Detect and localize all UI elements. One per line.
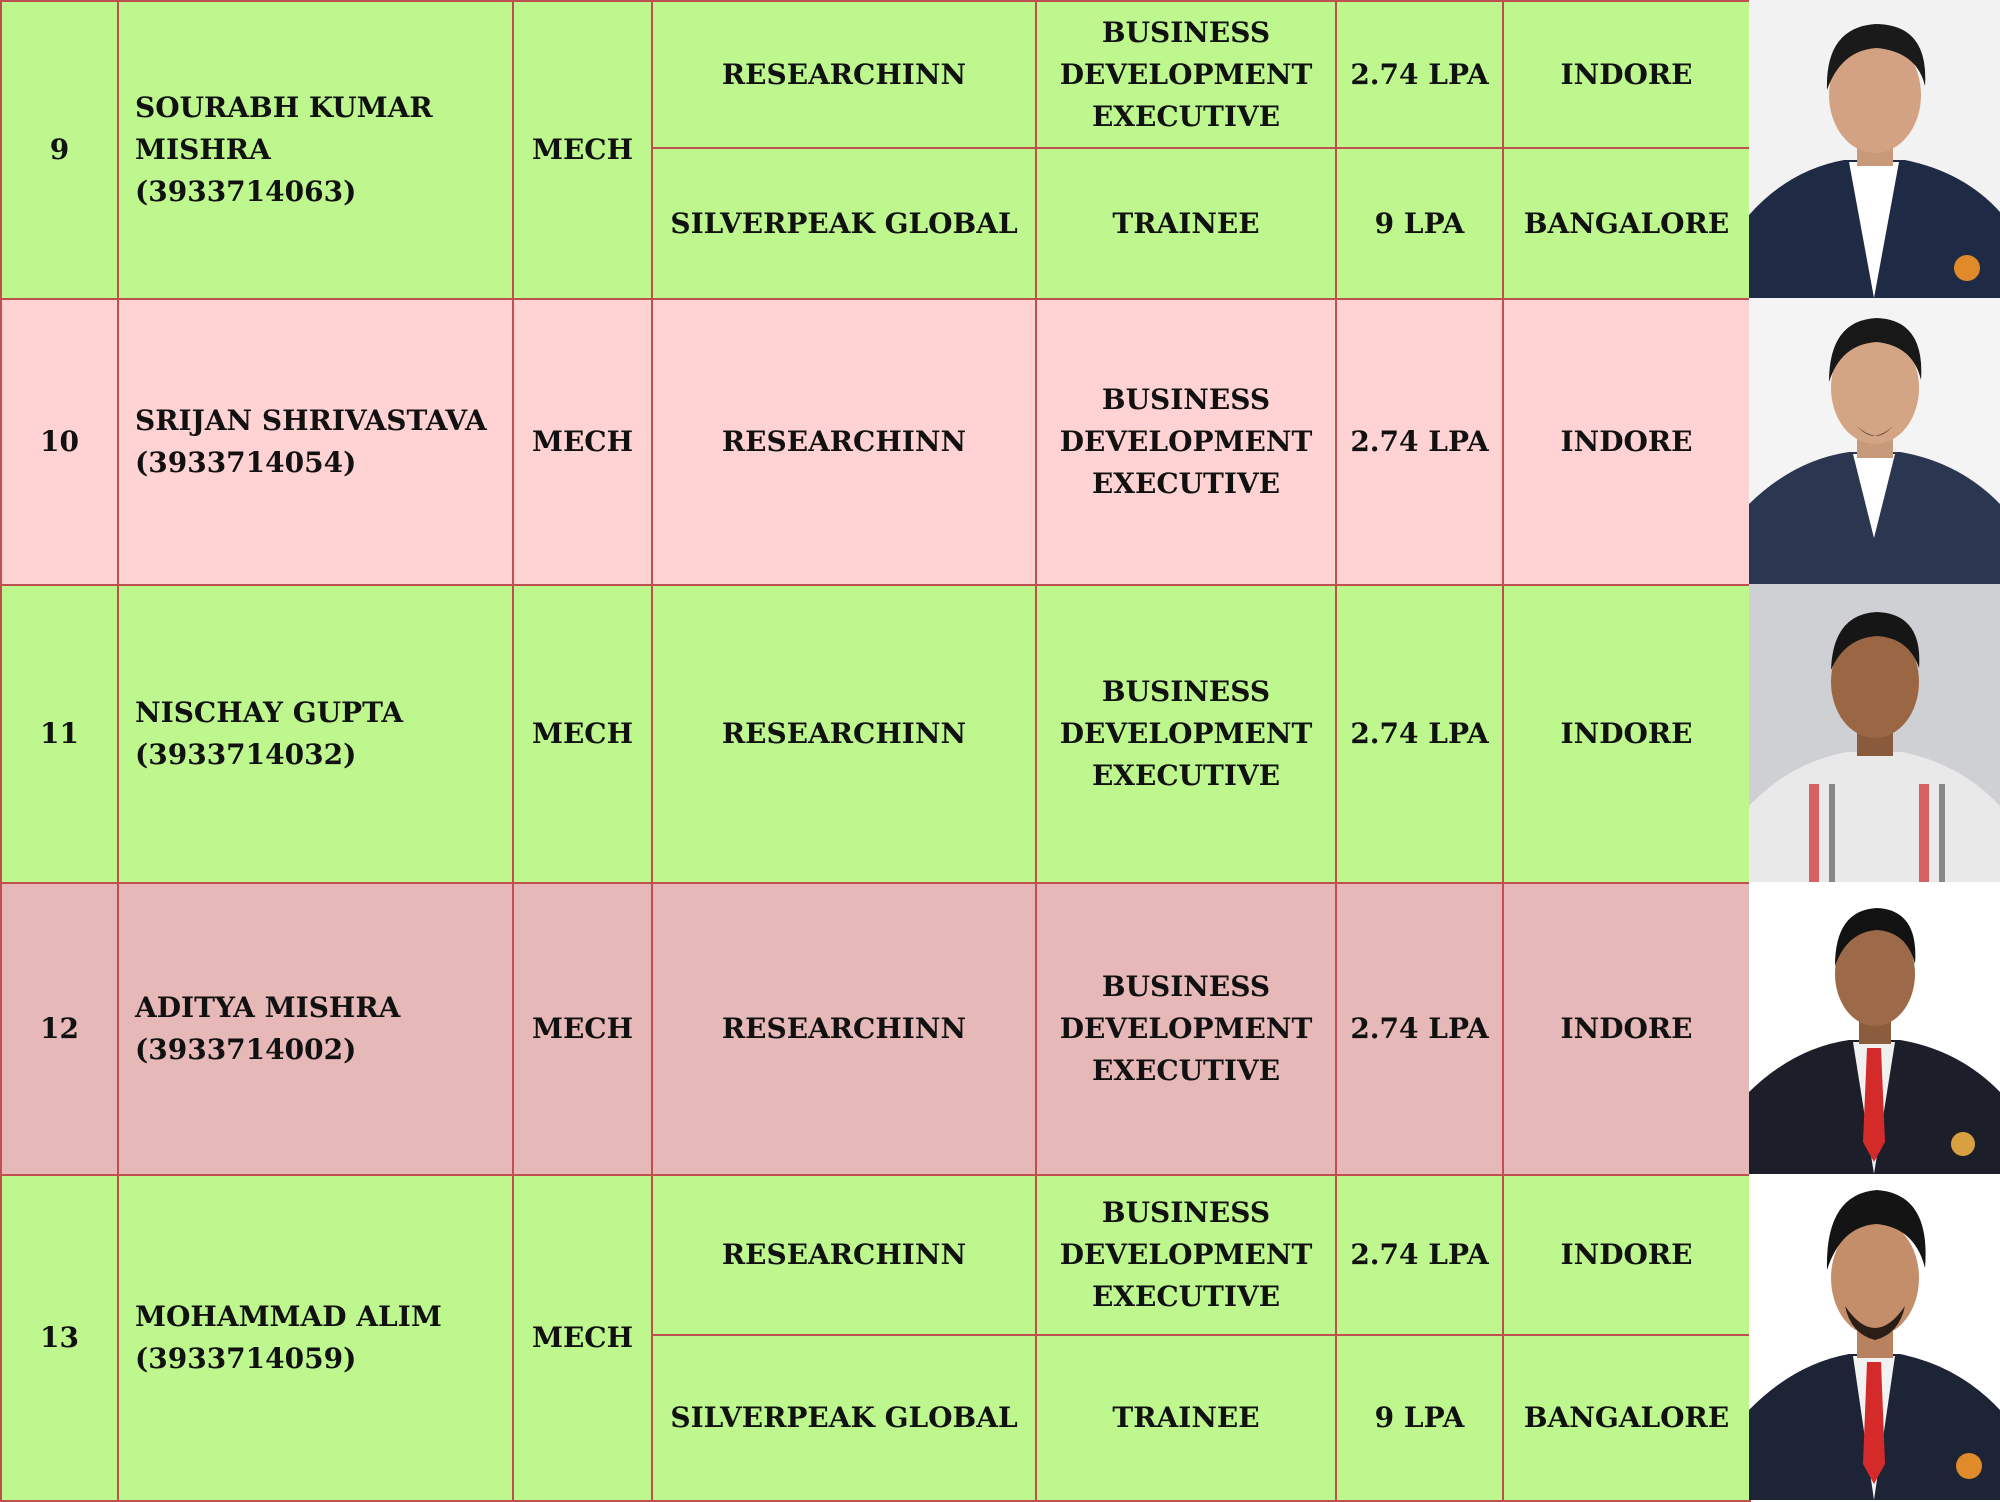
photo-column (1749, 0, 2000, 1500)
student-name-cell: ADITYA MISHRA (3933714002) (117, 882, 514, 1176)
student-name: MOHAMMAD ALIM (135, 1300, 442, 1333)
package: 2.74 LPA (1335, 1174, 1504, 1336)
serial-number: 10 (0, 298, 119, 586)
roll-number: (3933714063) (135, 175, 357, 208)
branch: MECH (512, 882, 653, 1176)
location: INDORE (1502, 584, 1751, 884)
student-photo-11 (1749, 584, 2000, 882)
location: INDORE (1502, 0, 1751, 149)
table-row-13-offer-2: SILVERPEAK GLOBAL TRAINEE 9 LPA BANGALOR… (1, 1334, 1751, 1502)
package: 9 LPA (1335, 1334, 1504, 1502)
student-name: NISCHAY GUPTA (135, 696, 404, 729)
designation: BUSINESS DEVELOPMENT EXECUTIVE (1035, 298, 1337, 586)
location: INDORE (1502, 298, 1751, 586)
designation: TRAINEE (1035, 1334, 1337, 1502)
company: SILVERPEAK GLOBAL (651, 1334, 1037, 1502)
student-photo-10 (1749, 298, 2000, 584)
table-row-10: 10 SRIJAN SHRIVASTAVA (3933714054) MECH R… (0, 298, 1751, 586)
company: SILVERPEAK GLOBAL (651, 147, 1037, 300)
package: 2.74 LPA (1335, 584, 1504, 884)
designation: TRAINEE (1035, 147, 1337, 300)
company: RESEARCHINN (651, 584, 1037, 884)
designation: BUSINESS DEVELOPMENT EXECUTIVE (1035, 584, 1337, 884)
package: 2.74 LPA (1335, 298, 1504, 586)
student-name-cell: NISCHAY GUPTA (3933714032) (117, 584, 514, 884)
location: INDORE (1502, 1174, 1751, 1336)
location: BANGALORE (1502, 1334, 1751, 1502)
designation: BUSINESS DEVELOPMENT EXECUTIVE (1035, 0, 1337, 149)
table-row-12: 12 ADITYA MISHRA (3933714002) MECH RESEAR… (0, 882, 1751, 1176)
package: 9 LPA (1335, 147, 1504, 300)
roll-number: (3933714032) (135, 738, 357, 771)
branch: MECH (512, 298, 653, 586)
table-row-13: 13 MOHAMMAD ALIM (3933714059) MECH RESEAR… (0, 1174, 1751, 1502)
company: RESEARCHINN (651, 298, 1037, 586)
serial-number: 13 (0, 1174, 119, 1502)
package: 2.74 LPA (1335, 0, 1504, 149)
company: RESEARCHINN (651, 0, 1037, 149)
student-name: ADITYA MISHRA (135, 991, 401, 1024)
designation: BUSINESS DEVELOPMENT EXECUTIVE (1035, 882, 1337, 1176)
student-photo-9 (1749, 0, 2000, 298)
table-row-9: 9 SOURABH KUMAR MISHRA (3933714063) MECH … (0, 0, 1751, 300)
branch: MECH (512, 1174, 653, 1502)
placement-table: 9 SOURABH KUMAR MISHRA (3933714063) MECH … (0, 0, 1751, 1502)
student-name-cell: SRIJAN SHRIVASTAVA (3933714054) (117, 298, 514, 586)
designation: BUSINESS DEVELOPMENT EXECUTIVE (1035, 1174, 1337, 1336)
package: 2.74 LPA (1335, 882, 1504, 1176)
roll-number: (3933714054) (135, 446, 357, 479)
student-name: SOURABH KUMAR MISHRA (135, 91, 433, 166)
location: BANGALORE (1502, 147, 1751, 300)
serial-number: 12 (0, 882, 119, 1176)
branch: MECH (512, 584, 653, 884)
branch: MECH (512, 0, 653, 300)
student-name-cell: SOURABH KUMAR MISHRA (3933714063) (117, 0, 514, 300)
student-name-cell: MOHAMMAD ALIM (3933714059) (117, 1174, 514, 1502)
company: RESEARCHINN (651, 1174, 1037, 1336)
table-row-9-offer-2: SILVERPEAK GLOBAL TRAINEE 9 LPA BANGALOR… (1, 147, 1751, 300)
student-photo-12 (1749, 882, 2000, 1174)
roll-number: (3933714002) (135, 1033, 357, 1066)
student-name: SRIJAN SHRIVASTAVA (135, 404, 487, 437)
table-row-11: 11 NISCHAY GUPTA (3933714032) MECH RESEAR… (0, 584, 1751, 884)
location: INDORE (1502, 882, 1751, 1176)
roll-number: (3933714059) (135, 1342, 357, 1375)
serial-number: 11 (0, 584, 119, 884)
student-photo-13 (1749, 1174, 2000, 1500)
serial-number: 9 (0, 0, 119, 300)
company: RESEARCHINN (651, 882, 1037, 1176)
